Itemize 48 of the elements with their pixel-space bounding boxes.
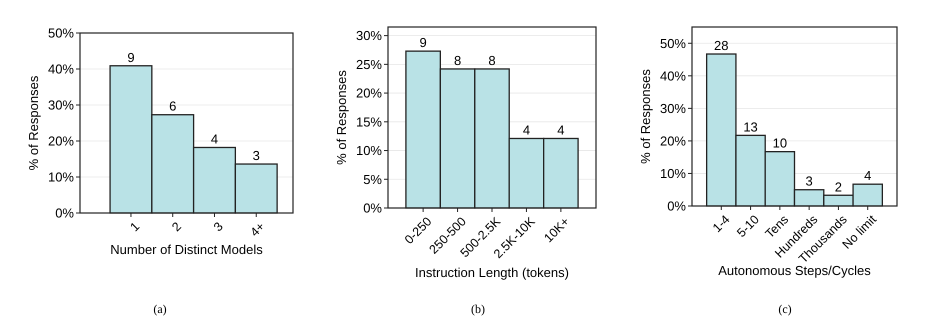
annotation: 3 [252, 148, 260, 164]
y-tick-label: 10% [660, 166, 686, 182]
y-tick-label: 30% [48, 98, 74, 113]
y-tick-label: 40% [48, 62, 74, 77]
y-tick-label: 0% [55, 206, 74, 221]
y-tick-label: 30% [660, 100, 686, 116]
x-tick-label: 3 [210, 219, 226, 234]
y-tick-label: 10% [356, 143, 382, 158]
annotation: 3 [806, 174, 813, 189]
y-tick-label: 0% [363, 200, 382, 216]
y-axis-title: % of Responses [26, 75, 41, 170]
y-tick-label: 50% [660, 36, 686, 51]
y-tick-label: 30% [356, 28, 382, 44]
x-tick-label: 1 [127, 219, 142, 234]
y-tick-label: 40% [660, 68, 686, 84]
annotation: 4 [864, 168, 872, 184]
x-tick-label: 1-4 [710, 212, 733, 236]
y-tick-label: 0% [667, 198, 686, 214]
annotation: 8 [454, 52, 462, 68]
annotation: 28 [714, 38, 729, 54]
y-axis-title: % of Responses [334, 70, 349, 165]
annotation: 9 [420, 35, 427, 50]
y-axis-title: % of Responses [638, 68, 653, 164]
y-tick-label: 5% [363, 172, 382, 187]
y-tick-label: 20% [356, 86, 382, 101]
y-tick-label: 15% [356, 114, 382, 130]
annotation: 9 [127, 50, 135, 65]
annotation: 2 [834, 179, 842, 194]
annotation: 8 [488, 52, 496, 68]
x-axis-title: Instruction Length (tokens) [415, 265, 569, 280]
y-tick-label: 20% [660, 133, 686, 148]
x-axis-title: Number of Distinct Models [110, 242, 264, 257]
annotation: 4 [210, 131, 218, 146]
annotation: 10 [772, 136, 788, 151]
annotation: 6 [169, 98, 176, 114]
text: (a) [153, 302, 167, 316]
x-axis-title: Autonomous Steps/Cycles [718, 263, 872, 278]
y-tick-label: 10% [48, 170, 74, 185]
y-tick-label: 20% [48, 134, 74, 149]
text: (c) [778, 302, 792, 316]
annotation: 4 [522, 122, 530, 138]
annotation: 4 [557, 122, 564, 138]
y-tick-label: 25% [356, 56, 382, 72]
x-tick-label: 2 [169, 219, 184, 234]
annotation: 13 [743, 119, 758, 134]
y-tick-label: 50% [48, 26, 74, 41]
x-tick-label: 4+ [248, 219, 268, 240]
text: (b) [471, 302, 485, 316]
